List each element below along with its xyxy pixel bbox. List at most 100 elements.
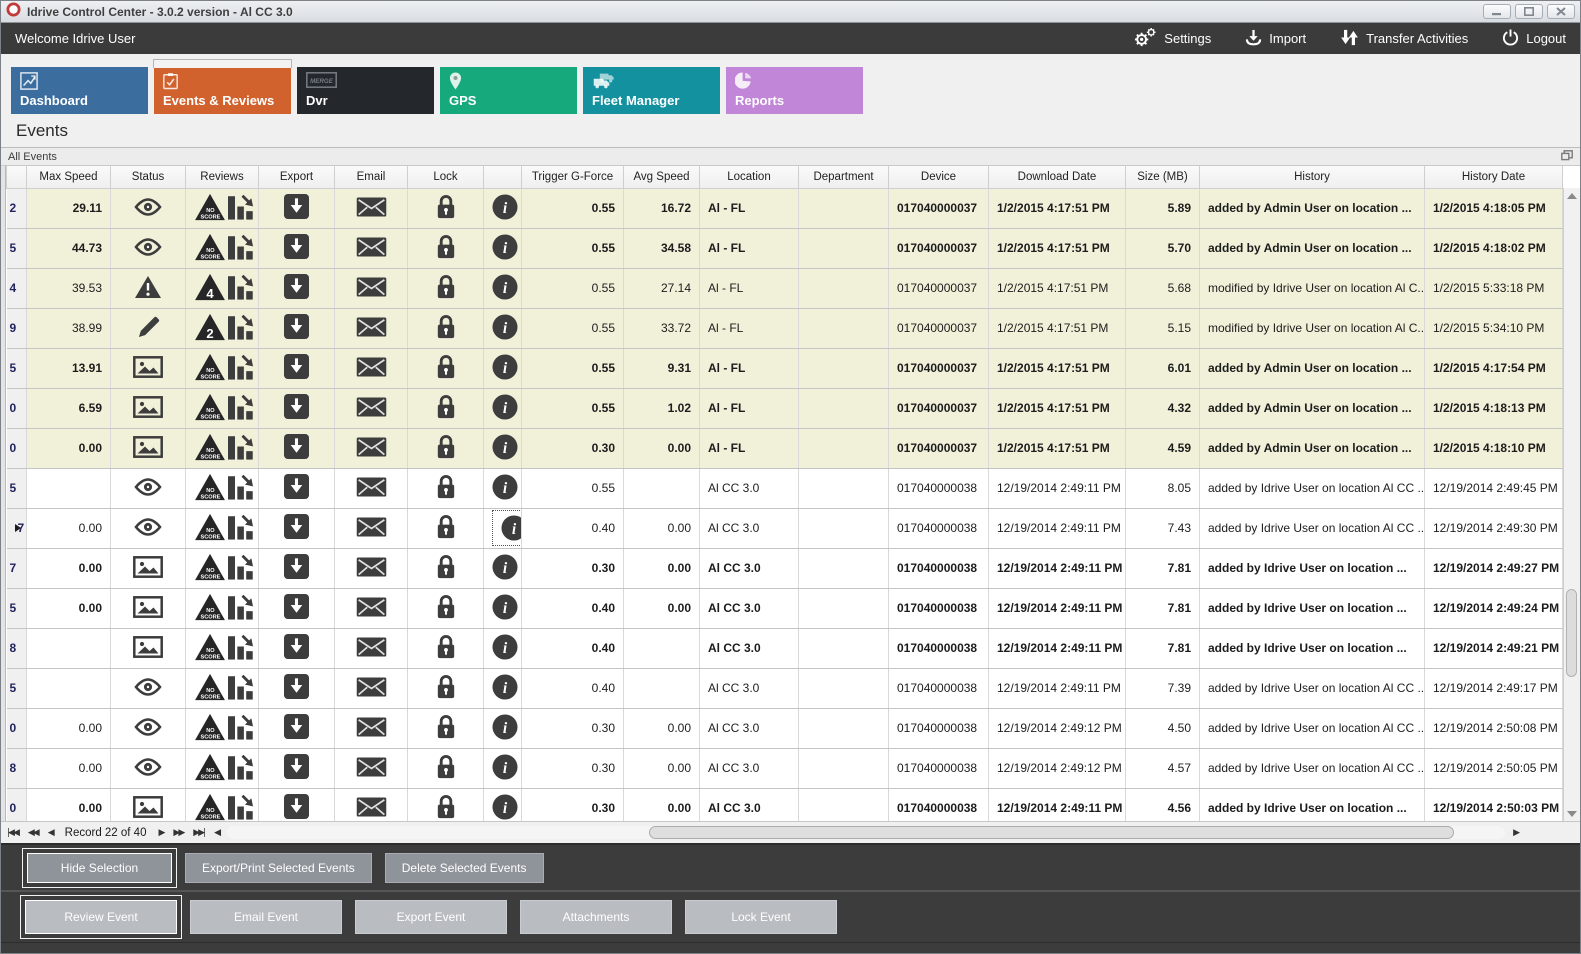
table-row[interactable]: 0 0.00 NO SCORE i 0.30 0.00 Al CC 3.0 017… bbox=[6, 788, 1563, 821]
nav-next-button[interactable]: ▶ bbox=[158, 827, 165, 838]
cell-info[interactable]: i bbox=[483, 468, 522, 509]
col-header-lock[interactable]: Lock bbox=[407, 166, 484, 189]
col-header-reviews[interactable]: Reviews bbox=[185, 166, 259, 189]
nav-prev-button[interactable]: ◀ bbox=[47, 827, 55, 838]
table-row[interactable]: 5 NO SCORE i 0.55 Al CC 3.0 017040000038 … bbox=[6, 468, 1563, 509]
hscroll-right-icon[interactable]: ▶ bbox=[1513, 827, 1520, 838]
cell-export[interactable] bbox=[258, 348, 335, 389]
tab-fleet-manager[interactable]: Fleet Manager bbox=[583, 67, 720, 114]
cell-lock[interactable] bbox=[407, 588, 484, 629]
table-row[interactable]: 0 0.00 NO SCORE i 0.30 0.00 Al CC 3.0 017… bbox=[6, 708, 1563, 749]
cell-export[interactable] bbox=[258, 668, 335, 709]
row-header[interactable]: 5 bbox=[6, 228, 27, 269]
nav-last-button[interactable]: ▶▶| bbox=[193, 827, 206, 838]
export-print-selected-button[interactable]: Export/Print Selected Events bbox=[185, 852, 372, 883]
cell-info[interactable]: i bbox=[483, 628, 522, 669]
vertical-scrollbar[interactable] bbox=[1563, 188, 1580, 821]
cell-export[interactable] bbox=[258, 468, 335, 509]
tab-dvr[interactable]: MERGE Dvr bbox=[297, 67, 434, 114]
nav-first-button[interactable]: |◀◀ bbox=[7, 827, 20, 838]
cell-lock[interactable] bbox=[407, 708, 484, 749]
cell-info[interactable]: i bbox=[483, 308, 522, 349]
cell-email[interactable] bbox=[334, 428, 408, 469]
tab-gps[interactable]: GPS bbox=[440, 67, 577, 114]
cell-lock[interactable] bbox=[407, 228, 484, 269]
hide-selection-button[interactable]: Hide Selection bbox=[27, 852, 172, 883]
table-row[interactable]: 0 0.00 NO SCORE i 0.30 0.00 Al - FL 01704… bbox=[6, 428, 1563, 469]
col-header-history-date[interactable]: History Date bbox=[1424, 166, 1563, 189]
row-header[interactable]: 5 bbox=[6, 588, 27, 629]
cell-reviews[interactable]: NO SCORE bbox=[185, 748, 259, 789]
scroll-up-icon[interactable] bbox=[1564, 188, 1580, 203]
cell-email[interactable] bbox=[334, 628, 408, 669]
cell-reviews[interactable]: 4 bbox=[185, 268, 259, 309]
table-row[interactable]: 5 13.91 NO SCORE i 0.55 9.31 Al - FL 0170… bbox=[6, 348, 1563, 389]
cell-email[interactable] bbox=[334, 308, 408, 349]
cell-lock[interactable] bbox=[407, 548, 484, 589]
cell-email[interactable] bbox=[334, 388, 408, 429]
cell-status[interactable] bbox=[110, 388, 186, 429]
transfer-activities-button[interactable]: Transfer Activities bbox=[1340, 28, 1468, 50]
cell-reviews[interactable]: NO SCORE bbox=[185, 388, 259, 429]
col-header-info[interactable] bbox=[483, 166, 522, 189]
cell-reviews[interactable]: NO SCORE bbox=[185, 468, 259, 509]
table-row[interactable]: 7 0.00 NO SCORE i 0.40 0.00 Al CC 3.0 017… bbox=[6, 508, 1563, 549]
horizontal-scrollbar[interactable] bbox=[227, 826, 1506, 839]
cell-reviews[interactable]: NO SCORE bbox=[185, 628, 259, 669]
cell-info[interactable]: i bbox=[483, 188, 522, 229]
cell-info[interactable]: i bbox=[483, 508, 522, 549]
cell-status[interactable] bbox=[110, 628, 186, 669]
row-header[interactable]: 8 bbox=[6, 628, 27, 669]
cell-lock[interactable] bbox=[407, 748, 484, 789]
delete-selected-button[interactable]: Delete Selected Events bbox=[384, 852, 544, 883]
cell-info[interactable]: i bbox=[483, 388, 522, 429]
cell-info[interactable]: i bbox=[483, 548, 522, 589]
cell-status[interactable] bbox=[110, 468, 186, 509]
cell-status[interactable] bbox=[110, 188, 186, 229]
col-header-history[interactable]: History bbox=[1199, 166, 1425, 189]
cell-export[interactable] bbox=[258, 708, 335, 749]
cell-export[interactable] bbox=[258, 268, 335, 309]
cell-info[interactable]: i bbox=[483, 228, 522, 269]
cell-reviews[interactable]: NO SCORE bbox=[185, 188, 259, 229]
nav-prev-page-button[interactable]: ◀◀ bbox=[27, 827, 40, 838]
cell-email[interactable] bbox=[334, 748, 408, 789]
table-row[interactable]: 9 38.99 2 i 0.55 33.72 Al - FL 017040000… bbox=[6, 308, 1563, 349]
table-row[interactable]: 4 39.53 4 i 0.55 27.14 Al - FL 017040000… bbox=[6, 268, 1563, 309]
cell-reviews[interactable]: NO SCORE bbox=[185, 348, 259, 389]
cell-reviews[interactable]: NO SCORE bbox=[185, 788, 259, 821]
cell-email[interactable] bbox=[334, 268, 408, 309]
row-header[interactable]: 9 bbox=[6, 308, 27, 349]
cell-email[interactable] bbox=[334, 348, 408, 389]
row-header[interactable]: 0 bbox=[6, 388, 27, 429]
cell-lock[interactable] bbox=[407, 508, 484, 549]
settings-button[interactable]: Settings bbox=[1132, 27, 1211, 51]
lock-event-button[interactable]: Lock Event bbox=[685, 900, 837, 934]
cell-export[interactable] bbox=[258, 548, 335, 589]
row-header[interactable]: 4 bbox=[6, 268, 27, 309]
cell-export[interactable] bbox=[258, 308, 335, 349]
col-header-max-speed[interactable]: Max Speed bbox=[26, 166, 111, 189]
row-header[interactable]: 0 bbox=[6, 708, 27, 749]
col-header-size[interactable]: Size (MB) bbox=[1125, 166, 1200, 189]
cell-reviews[interactable]: NO SCORE bbox=[185, 228, 259, 269]
horizontal-scroll-thumb[interactable] bbox=[648, 826, 1454, 839]
scroll-down-icon[interactable] bbox=[1564, 806, 1580, 821]
table-row[interactable]: 8 0.00 NO SCORE i 0.30 0.00 Al CC 3.0 017… bbox=[6, 748, 1563, 789]
col-header-device[interactable]: Device bbox=[888, 166, 989, 189]
cell-reviews[interactable]: NO SCORE bbox=[185, 668, 259, 709]
cell-reviews[interactable]: NO SCORE bbox=[185, 588, 259, 629]
panel-windows-icon[interactable] bbox=[1561, 149, 1573, 164]
cell-lock[interactable] bbox=[407, 308, 484, 349]
tab-reports[interactable]: Reports bbox=[726, 67, 863, 114]
email-event-button[interactable]: Email Event bbox=[190, 900, 342, 934]
cell-export[interactable] bbox=[258, 628, 335, 669]
col-header-export[interactable]: Export bbox=[258, 166, 335, 189]
cell-email[interactable] bbox=[334, 188, 408, 229]
row-header[interactable]: 8 bbox=[6, 748, 27, 789]
cell-info[interactable]: i bbox=[483, 348, 522, 389]
cell-lock[interactable] bbox=[407, 468, 484, 509]
cell-lock[interactable] bbox=[407, 628, 484, 669]
hscroll-left-icon[interactable]: ◀ bbox=[214, 827, 221, 838]
cell-info[interactable]: i bbox=[483, 588, 522, 629]
